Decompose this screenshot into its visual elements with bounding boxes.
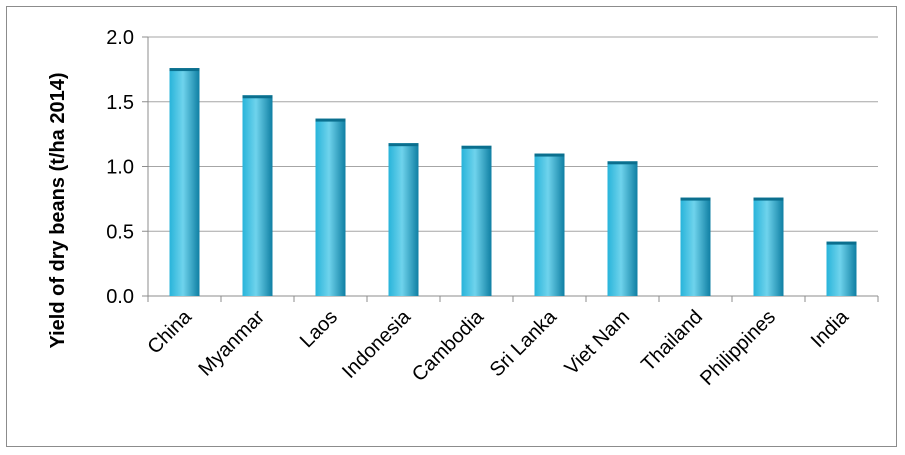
bar-cambodia [461, 145, 492, 296]
bar [315, 118, 346, 297]
bar-top [680, 197, 711, 201]
y-tick-labels: 0.0 0.5 1.0 1.5 2.0 [106, 27, 134, 308]
bar-top [169, 68, 200, 72]
bar [826, 241, 857, 296]
chart-frame [6, 6, 897, 447]
bar-top [826, 241, 857, 245]
y-tick-label: 1.0 [106, 157, 134, 179]
bar-top [388, 143, 419, 147]
y-axis-label: Yield of dry beans (t/ha 2014) [47, 72, 69, 348]
bar-philippines [753, 197, 784, 296]
bar-top [242, 95, 273, 99]
x-tick-label: Cambodia [408, 305, 489, 386]
bar [242, 95, 273, 297]
bar-china [169, 68, 200, 296]
bar [680, 197, 711, 296]
bars [169, 68, 857, 297]
bar-india [826, 241, 857, 296]
bar-top [534, 153, 565, 157]
y-tick-label: 0.5 [106, 221, 134, 243]
x-tick-label: Laos [296, 306, 342, 352]
bar [388, 143, 419, 296]
bar-top [461, 145, 492, 149]
bar-myanmar [242, 95, 273, 297]
x-tick-label: China [144, 305, 197, 358]
x-tick-label: Indonesia [338, 305, 416, 383]
x-tick-label: Philippines [696, 306, 780, 390]
x-tick-label: Myanmar [195, 306, 270, 381]
x-tick-label: Viet Nam [561, 306, 634, 379]
bar-thailand [680, 197, 711, 296]
bar-top [315, 118, 346, 122]
bar-indonesia [388, 143, 419, 296]
x-tick-label: Thailand [637, 306, 707, 376]
y-tick-label: 2.0 [106, 27, 134, 49]
bar [169, 68, 200, 296]
bar-sri-lanka [534, 153, 565, 296]
bar-top [607, 161, 638, 165]
bar-laos [315, 118, 346, 297]
x-tick-label: Sri Lanka [486, 305, 562, 381]
bar-viet-nam [607, 161, 638, 296]
bar [753, 197, 784, 296]
x-tick-label: India [807, 305, 854, 352]
y-tick-label: 0.0 [106, 286, 134, 308]
bar [534, 153, 565, 296]
y-tick-label: 1.5 [106, 92, 134, 114]
bar [461, 145, 492, 296]
bar [607, 161, 638, 296]
bar-top [753, 197, 784, 201]
